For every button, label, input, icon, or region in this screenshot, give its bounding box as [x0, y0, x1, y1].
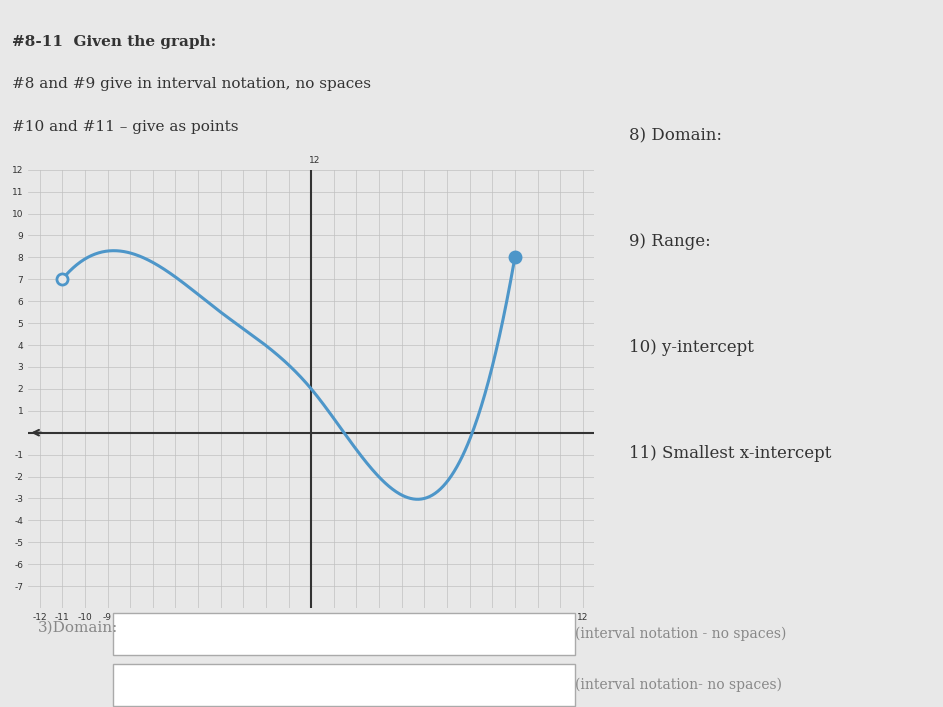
Text: 8) Domain:: 8) Domain: — [629, 127, 722, 144]
Text: #8 and #9 give in interval notation, no spaces: #8 and #9 give in interval notation, no … — [11, 76, 371, 90]
Text: 10) y-intercept: 10) y-intercept — [629, 339, 753, 356]
Text: 12: 12 — [309, 156, 321, 165]
Text: #8-11  Given the graph:: #8-11 Given the graph: — [11, 35, 216, 49]
Text: (interval notation - no spaces): (interval notation - no spaces) — [575, 626, 786, 641]
Text: #10 and #11 – give as points: #10 and #11 – give as points — [11, 120, 239, 134]
Text: (interval notation- no spaces): (interval notation- no spaces) — [575, 677, 783, 692]
FancyBboxPatch shape — [113, 663, 575, 706]
Text: 9) Range:: 9) Range: — [629, 233, 711, 250]
FancyBboxPatch shape — [113, 612, 575, 655]
Text: 11) Smallest x-intercept: 11) Smallest x-intercept — [629, 445, 832, 462]
Text: 3)Domain:: 3)Domain: — [38, 621, 118, 634]
